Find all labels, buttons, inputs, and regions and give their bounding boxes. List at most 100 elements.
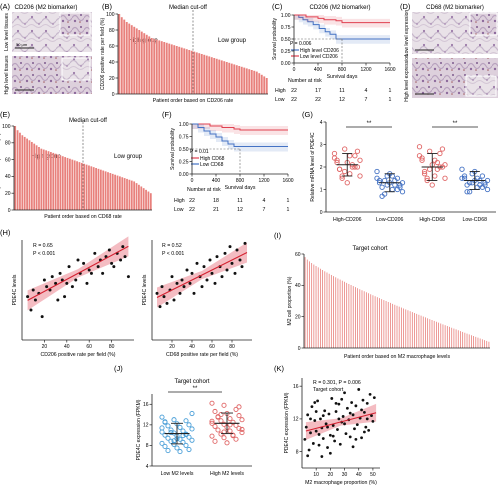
data-point [331, 155, 338, 161]
risk-value: 11 [237, 198, 242, 204]
y-tick-label: 1.00 [179, 122, 189, 128]
data-point [87, 268, 91, 272]
data-point [227, 422, 233, 428]
panel-c-title: CD206 (M2 biomarker) [309, 5, 370, 11]
data-point [310, 405, 314, 409]
panel-k-title: Target cohort [313, 387, 344, 393]
bar [220, 60, 223, 94]
x-tick-label: 1600 [282, 178, 293, 184]
data-point [334, 401, 338, 405]
risk-value: 21 [213, 207, 219, 213]
data-point [230, 419, 236, 425]
data-point [427, 166, 433, 172]
data-point [419, 155, 425, 161]
data-point [50, 275, 54, 279]
data-point [326, 425, 329, 429]
bar [107, 172, 109, 210]
bar [160, 41, 163, 94]
data-point [209, 400, 215, 406]
data-point [221, 435, 227, 441]
p-value: P = 0.006 [290, 41, 312, 47]
data-point [326, 446, 329, 449]
panel-k: (K) R = 0.301, P = 0.006 Target cohort 1… [274, 364, 380, 486]
data-point [101, 271, 105, 275]
data-point [330, 397, 334, 400]
bar [123, 19, 126, 95]
y-tick-label: 40 [295, 283, 301, 289]
data-point [178, 291, 182, 295]
significance-mark: ** [367, 121, 372, 127]
data-point [162, 443, 168, 450]
bar [180, 47, 183, 94]
bar [45, 150, 48, 210]
data-point [353, 427, 356, 431]
y-tick-label: 0.25 [281, 49, 291, 55]
data-point [320, 455, 324, 458]
bar [203, 54, 206, 94]
bar [213, 58, 216, 94]
bar [245, 68, 248, 94]
bar [19, 132, 21, 210]
risk-title: Number at risk [288, 78, 322, 84]
panel-h: (H) R = 0.65 P < 0.001 R = 0.52 P < 0.00… [0, 228, 252, 358]
bar [248, 69, 251, 94]
bar [83, 163, 86, 210]
x-axis-label: Survival days [327, 74, 358, 80]
category-label: Low-CD206 [376, 217, 404, 223]
data-point [180, 278, 184, 282]
y-tick-label: 8 [296, 449, 299, 455]
data-point [343, 391, 346, 395]
panel-d: (D) CD68 (M2 biomarker) Low level expres… [400, 2, 498, 102]
data-point [189, 426, 195, 432]
data-point [354, 404, 358, 408]
risk-value: 7 [263, 207, 266, 213]
bar [208, 56, 211, 94]
bar [193, 51, 196, 94]
data-point [461, 173, 468, 179]
data-point [333, 439, 337, 443]
x-tick-label: 60 [209, 344, 215, 350]
y-axis-label: PDE4C levels [12, 274, 18, 305]
survival-curve [192, 123, 288, 147]
bar [26, 138, 28, 210]
y-axis-label: CD206 positive rate per field (%) [100, 18, 106, 91]
data-point [316, 399, 319, 403]
data-point [307, 448, 311, 452]
data-point [220, 275, 224, 279]
data-point [96, 265, 100, 269]
data-point [379, 184, 385, 190]
data-point [93, 251, 97, 255]
y-axis-label: Relative mRNA level of PDE4C [310, 132, 316, 202]
chart-f: 0.00 0.25 0.50 0.75 1.00 0 400 800 1200 1600 Survi… [170, 122, 294, 213]
bar [90, 166, 93, 210]
data-point [328, 451, 332, 455]
confidence-band [294, 15, 390, 44]
panel-c-label: (C) [272, 2, 283, 11]
x-axis-label: CD206 positive rate per field (%) [41, 352, 116, 358]
data-point [429, 182, 435, 188]
data-point [482, 182, 488, 188]
panel-a-title: CD206 (M2 biomarker) [15, 4, 78, 11]
data-point [183, 418, 189, 424]
panel-d-title: CD68 (M2 biomarker) [426, 5, 484, 11]
bar [42, 149, 45, 210]
data-point [209, 418, 215, 424]
data-point [170, 275, 174, 279]
data-point [338, 442, 342, 446]
data-point [350, 401, 354, 404]
y-tick-label: 3 [320, 142, 323, 148]
data-point [309, 431, 312, 435]
bar [238, 66, 241, 94]
data-point [233, 406, 239, 412]
data-point [236, 404, 242, 410]
data-point [324, 422, 328, 426]
bar [133, 181, 136, 210]
bar [147, 191, 150, 210]
data-point [355, 423, 359, 427]
risk-value: 22 [291, 88, 297, 94]
bar [59, 155, 62, 210]
data-point [331, 424, 335, 427]
data-point [200, 285, 204, 289]
data-point [225, 268, 229, 272]
